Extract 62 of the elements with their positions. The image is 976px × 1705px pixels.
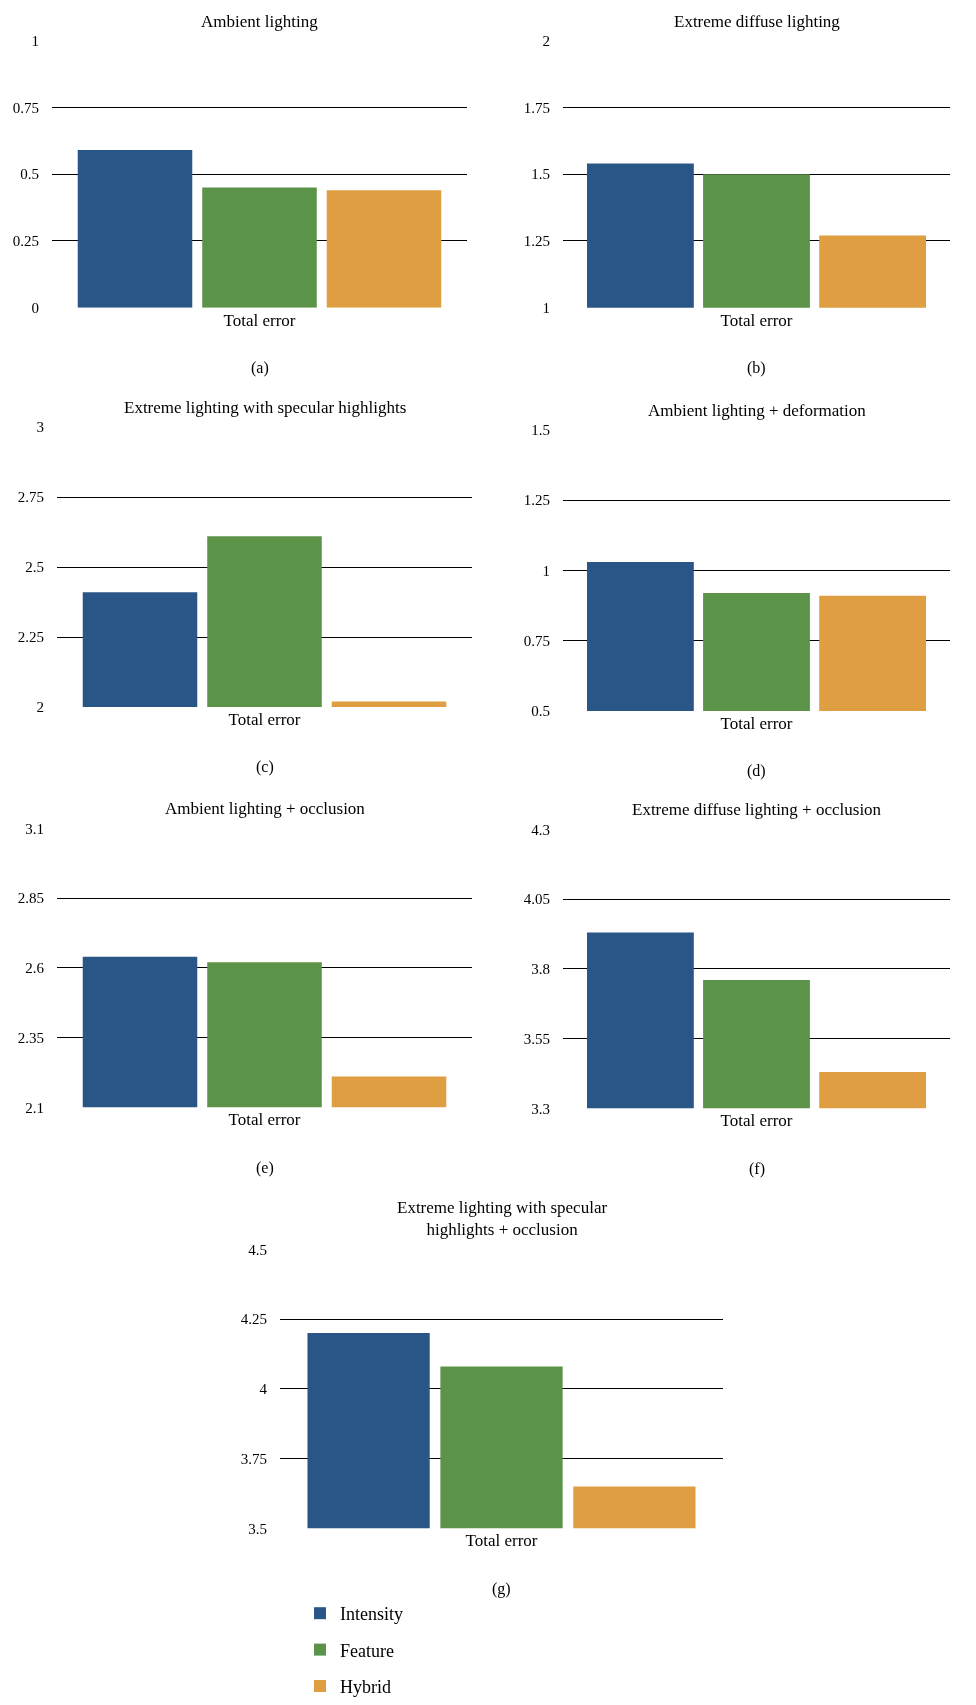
x-tick-label: Total error	[228, 1110, 301, 1130]
y-tick-label: 3.55	[523, 1030, 550, 1047]
text: (f)	[749, 1160, 765, 1178]
chart-title: Extreme lighting with specular highlights + occlusion	[397, 1198, 608, 1240]
y-tick-label: 1.75	[523, 99, 550, 116]
chart-title: Ambient lighting + occlusion	[165, 799, 366, 818]
text: (a)	[251, 359, 269, 377]
text: (b)	[747, 359, 766, 377]
y-tick-label: 0	[31, 299, 39, 316]
bar	[202, 187, 317, 308]
x-tick-label: Total error	[223, 310, 296, 330]
bar	[326, 190, 442, 308]
chart-title: Extreme lighting with specular highlights	[124, 398, 407, 417]
x-tick-label: Total error	[228, 710, 301, 730]
y-tick-label: 1	[31, 32, 39, 49]
y-tick-label: 2.35	[17, 1029, 44, 1046]
y-tick-label: 3.75	[240, 1450, 267, 1467]
y-tick-label: 4.3	[531, 821, 550, 838]
y-tick-label: 0.5	[531, 703, 550, 720]
y-tick-label: 1	[542, 299, 550, 316]
text: (g)	[492, 1580, 511, 1598]
text: (c)	[256, 758, 274, 776]
x-tick-label: Total error	[720, 1111, 793, 1131]
y-tick-label: 0.25	[12, 233, 39, 250]
y-tick-label: 0.75	[523, 632, 550, 649]
y-tick-label: 4.05	[523, 891, 550, 908]
x-tick-label: Total error	[720, 310, 793, 330]
y-tick-label: 0.5	[20, 166, 39, 183]
legend-label: Feature	[340, 1640, 394, 1661]
legend-label: Hybrid	[340, 1677, 391, 1698]
y-tick-label: 3	[36, 419, 44, 436]
y-tick-label: 1.5	[531, 166, 550, 183]
y-tick-label: 2.85	[17, 890, 44, 907]
text: (d)	[747, 762, 766, 780]
y-tick-label: 1.25	[523, 492, 550, 509]
y-tick-label: 1.25	[523, 233, 550, 250]
y-tick-label: 1.5	[531, 422, 550, 439]
chart-title: Extreme diffuse lighting	[674, 12, 841, 31]
bar	[77, 150, 193, 308]
y-tick-label: 2	[542, 32, 550, 49]
y-tick-label: 3.1	[25, 820, 44, 837]
y-tick-label: 3.5	[248, 1520, 267, 1537]
y-tick-label: 4.5	[248, 1241, 267, 1258]
y-tick-label: 2.5	[25, 559, 44, 576]
text: (e)	[256, 1159, 274, 1177]
legend-label: Intensity	[340, 1604, 403, 1625]
y-tick-label: 2.6	[25, 960, 45, 977]
y-tick-label: 0.75	[12, 99, 39, 116]
x-tick-label: Total error	[465, 1531, 538, 1551]
y-tick-label: 4.25	[240, 1311, 267, 1328]
y-tick-label: 2.25	[17, 629, 44, 646]
y-tick-label: 2	[36, 699, 44, 716]
y-tick-label: 4	[259, 1381, 268, 1398]
y-tick-label: 3.3	[531, 1100, 550, 1117]
chart-title: Extreme diffuse lighting + occlusion	[632, 800, 882, 819]
y-tick-label: 2.75	[17, 489, 44, 506]
y-tick-label: 3.8	[531, 961, 550, 978]
chart-title: Ambient lighting	[201, 12, 319, 31]
y-tick-label: 2.1	[25, 1099, 44, 1116]
x-tick-label: Total error	[720, 713, 793, 733]
chart-title: Ambient lighting + deformation	[648, 401, 867, 420]
y-tick-label: 1	[542, 562, 550, 579]
